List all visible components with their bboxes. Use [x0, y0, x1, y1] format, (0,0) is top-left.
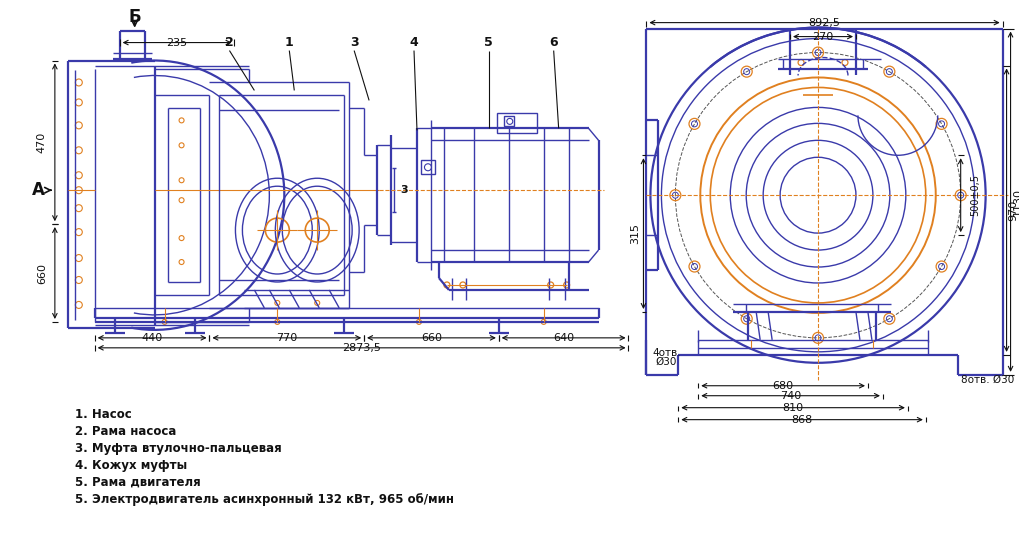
Bar: [503, 116, 514, 126]
Text: 2. Рама насоса: 2. Рама насоса: [74, 425, 176, 438]
Text: 6: 6: [549, 36, 557, 49]
Text: 5. Рама двигателя: 5. Рама двигателя: [74, 476, 201, 489]
Text: 660: 660: [37, 263, 47, 284]
Text: 680: 680: [771, 381, 793, 391]
Text: 500±0,5: 500±0,5: [970, 174, 979, 216]
Text: 660: 660: [421, 333, 441, 343]
Text: 1: 1: [284, 36, 293, 49]
Text: 892,5: 892,5: [808, 18, 840, 28]
Text: 5: 5: [484, 36, 493, 49]
Text: 770: 770: [276, 333, 298, 343]
Text: Ø30: Ø30: [655, 357, 677, 367]
Bar: [421, 160, 434, 175]
Text: 810: 810: [782, 403, 803, 413]
Text: 2873,5: 2873,5: [341, 343, 381, 353]
Text: 1130: 1130: [1012, 188, 1019, 216]
Text: 2: 2: [225, 36, 233, 49]
Text: 970: 970: [1008, 199, 1018, 221]
Text: 4: 4: [410, 36, 418, 49]
Text: 315: 315: [630, 223, 640, 244]
Bar: [496, 114, 536, 134]
Text: 470: 470: [37, 132, 47, 153]
Text: 8отв. Ø30: 8отв. Ø30: [960, 375, 1013, 384]
Text: 740: 740: [780, 391, 801, 401]
Text: 3: 3: [350, 36, 358, 49]
Text: 640: 640: [552, 333, 574, 343]
Text: 235: 235: [166, 38, 187, 48]
Text: 868: 868: [791, 414, 812, 425]
Text: 440: 440: [142, 333, 163, 343]
Text: 1. Насос: 1. Насос: [74, 408, 131, 421]
Text: 3. Муфта втулочно-пальцевая: 3. Муфта втулочно-пальцевая: [74, 442, 281, 455]
Text: 4. Кожух муфты: 4. Кожух муфты: [74, 459, 186, 472]
Text: 4отв.: 4отв.: [651, 348, 680, 358]
Text: 270: 270: [811, 32, 833, 42]
Text: 3: 3: [399, 185, 408, 195]
Text: Б: Б: [128, 8, 141, 25]
Text: 5. Электродвигатель асинхронный 132 кВт, 965 об/мин: 5. Электродвигатель асинхронный 132 кВт,…: [74, 493, 453, 506]
Text: A: A: [32, 181, 44, 199]
